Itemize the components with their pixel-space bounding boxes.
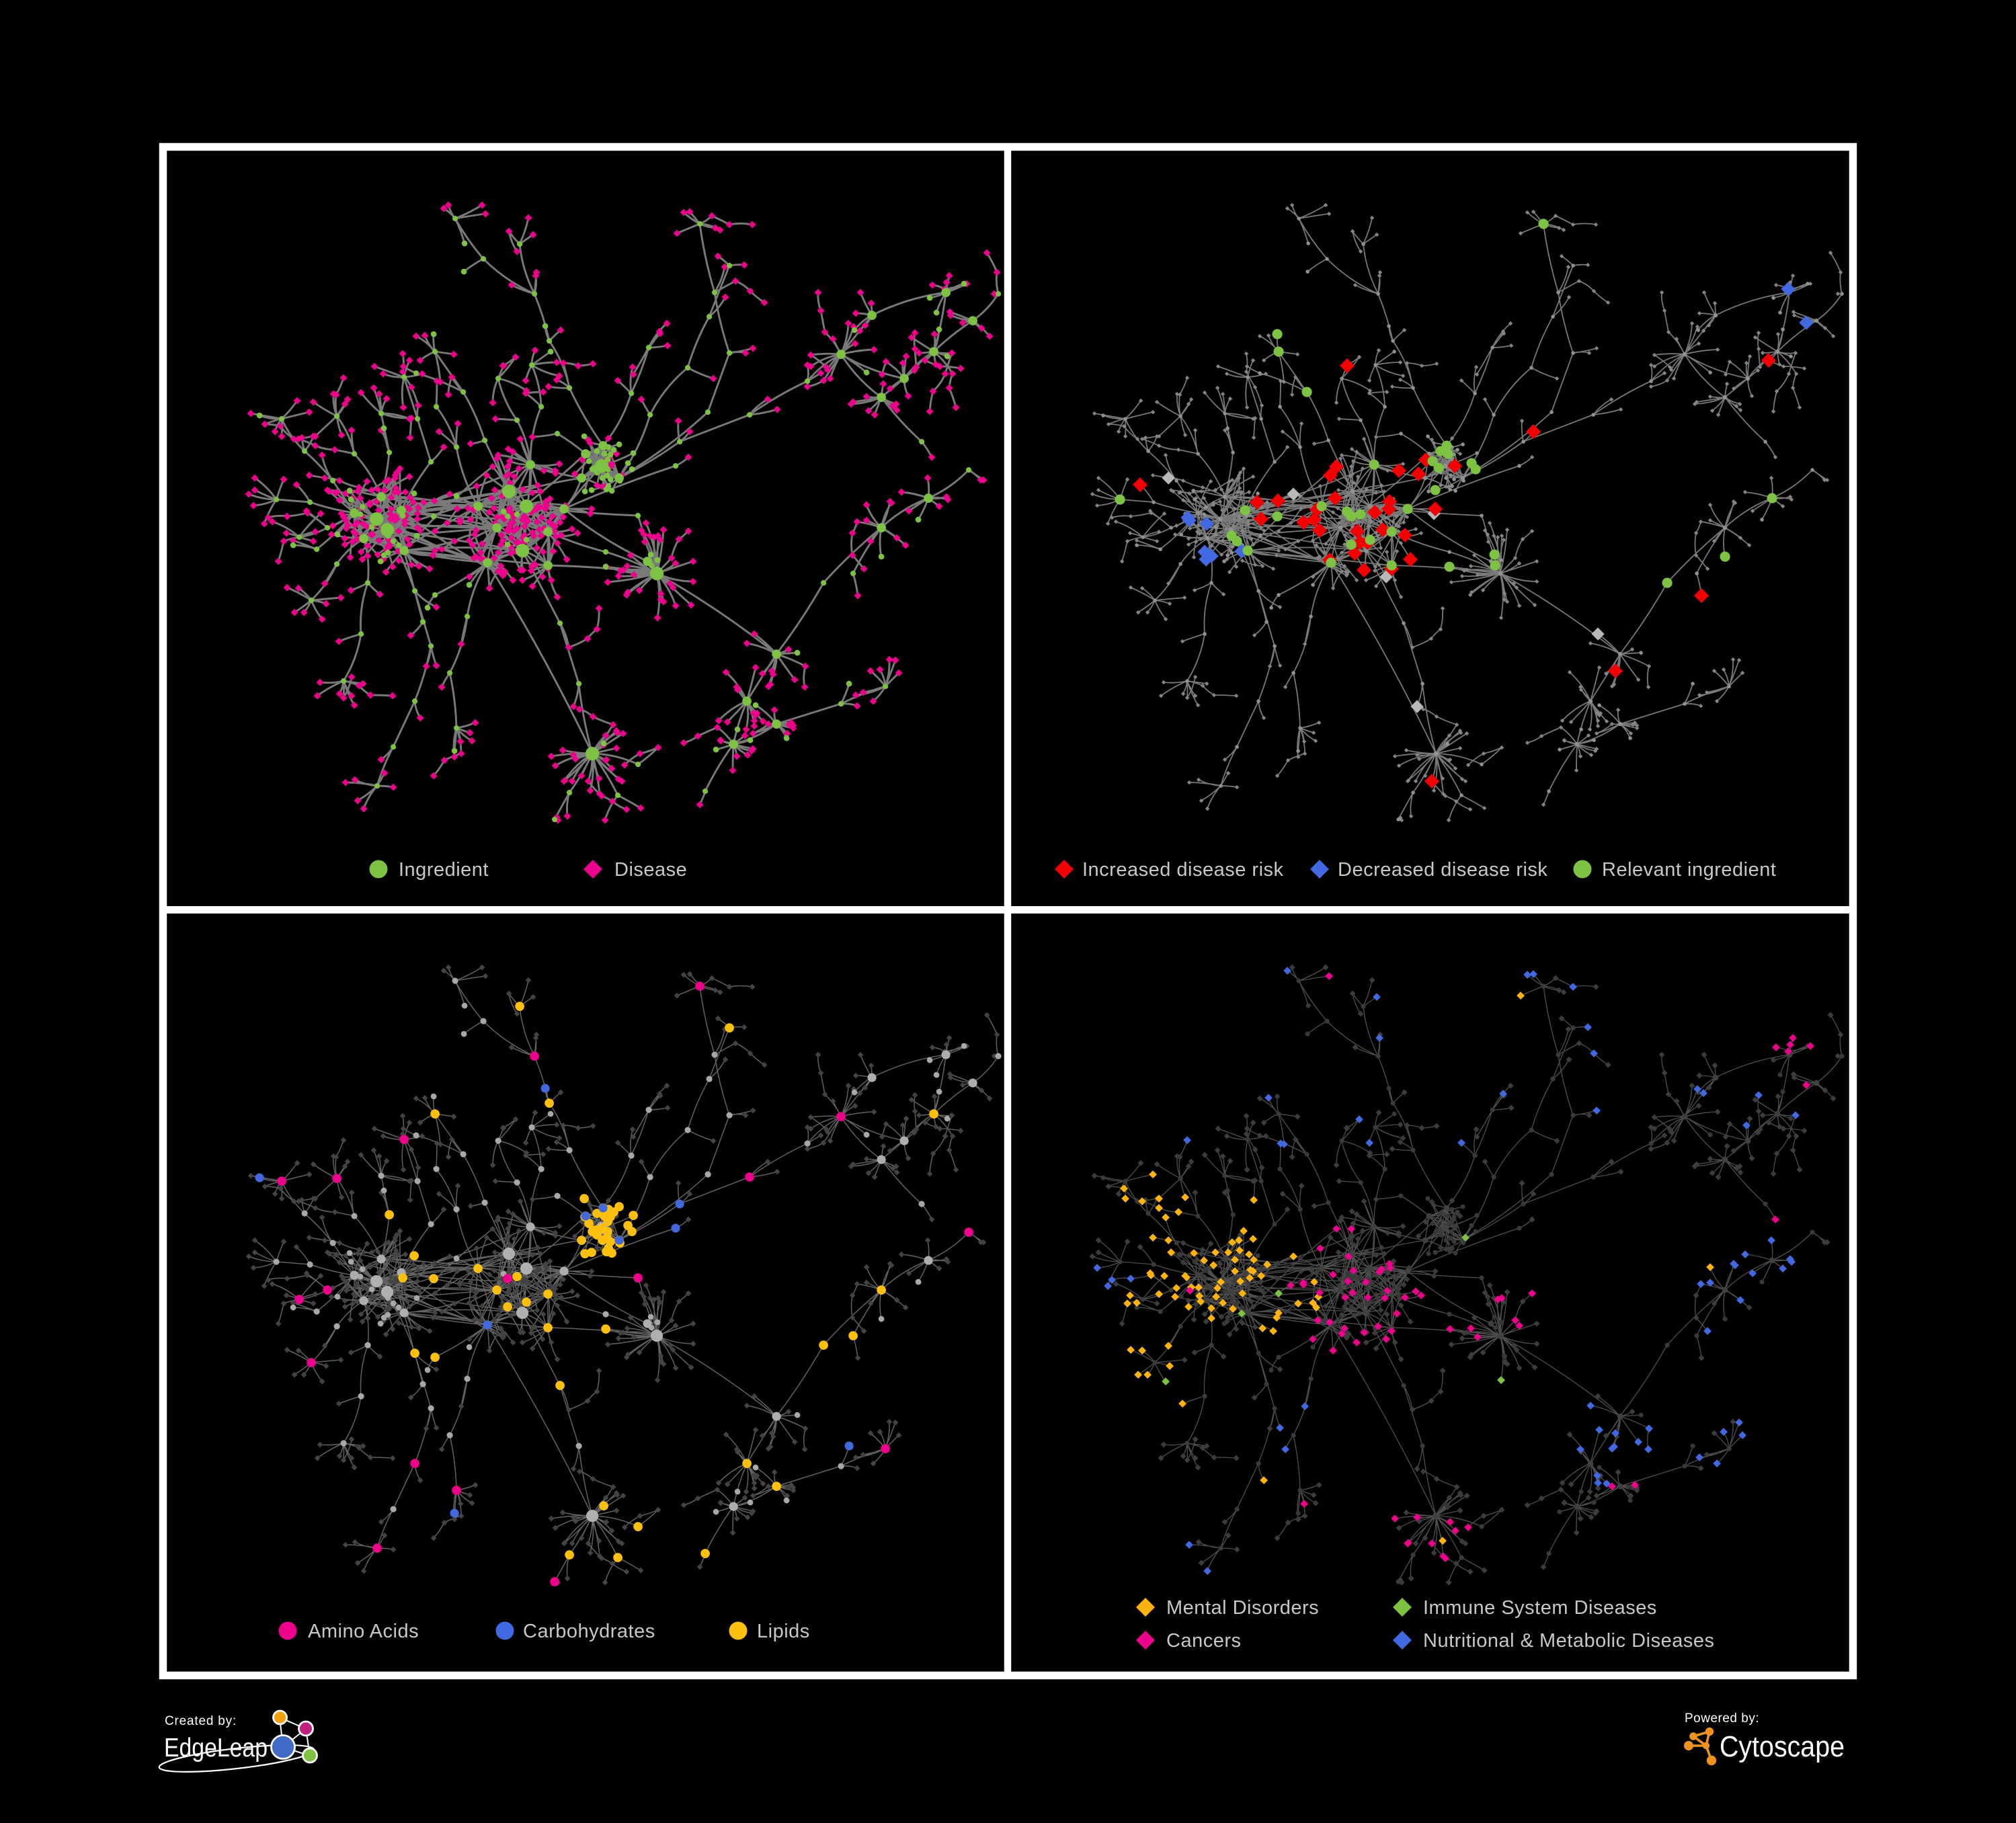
svg-text:Lipids: Lipids bbox=[757, 1621, 810, 1642]
svg-text:Amino Acids: Amino Acids bbox=[308, 1621, 419, 1642]
svg-text:Nutritional & Metabolic Diseas: Nutritional & Metabolic Diseases bbox=[1423, 1630, 1714, 1652]
svg-text:Ingredient: Ingredient bbox=[399, 859, 489, 881]
svg-text:Mental Disorders: Mental Disorders bbox=[1166, 1597, 1319, 1619]
svg-text:Cancers: Cancers bbox=[1166, 1630, 1242, 1652]
svg-text:Created by:: Created by: bbox=[165, 1714, 237, 1728]
svg-text:Relevant ingredient: Relevant ingredient bbox=[1602, 859, 1776, 881]
svg-text:Disease: Disease bbox=[614, 859, 687, 881]
svg-text:Cytoscape: Cytoscape bbox=[1720, 1730, 1845, 1763]
svg-text:Decreased disease risk: Decreased disease risk bbox=[1338, 859, 1547, 881]
svg-text:Increased disease risk: Increased disease risk bbox=[1082, 859, 1284, 881]
svg-text:Carbohydrates: Carbohydrates bbox=[523, 1621, 655, 1642]
svg-text:Powered by:: Powered by: bbox=[1685, 1711, 1759, 1726]
svg-text:Immune System Diseases: Immune System Diseases bbox=[1423, 1597, 1657, 1619]
